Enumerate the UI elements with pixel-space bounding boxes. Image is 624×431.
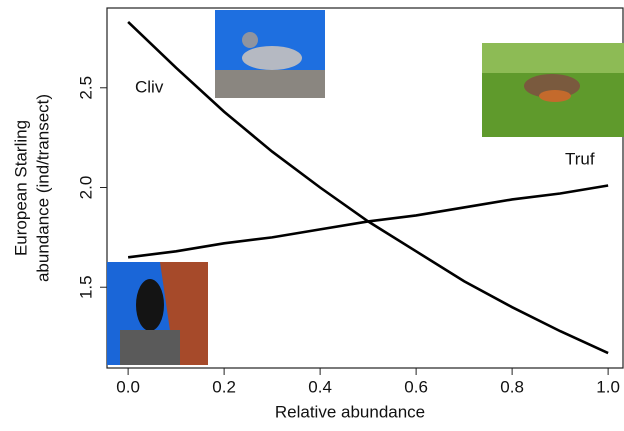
- x-tick-label: 0.4: [308, 377, 332, 396]
- y-axis-title: European Starling: [11, 120, 30, 256]
- y-axis-title: abundance (ind/transect): [33, 94, 52, 282]
- x-tick-label: 1.0: [596, 377, 620, 396]
- x-tick-label: 0.2: [212, 377, 236, 396]
- y-tick-label: 2.0: [76, 176, 95, 200]
- series-label: Cliv: [135, 77, 164, 96]
- chart: Relative abundance European Starling abu…: [0, 0, 624, 431]
- y-tick-label: 2.5: [76, 76, 95, 100]
- x-axis-title: Relative abundance: [275, 402, 425, 421]
- x-tick-label: 0.8: [500, 377, 524, 396]
- x-tick-label: 0.6: [404, 377, 428, 396]
- photo-starling: [107, 262, 208, 365]
- x-tick-label: 0.0: [116, 377, 140, 396]
- y-tick-label: 1.5: [76, 275, 95, 299]
- series-label: Truf: [565, 149, 595, 168]
- photo-pigeon: [215, 10, 325, 98]
- photo-thrush: [482, 43, 624, 137]
